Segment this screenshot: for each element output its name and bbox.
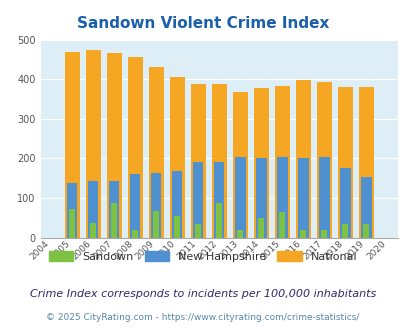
Bar [232,92,247,238]
Bar [318,157,329,238]
Bar [192,162,203,238]
Bar [360,178,371,238]
Bar [256,158,266,238]
Bar [195,224,200,238]
Bar [151,173,161,238]
Bar [300,230,305,238]
Bar [172,171,182,238]
Bar [148,67,163,238]
Bar [316,82,331,238]
Bar [253,88,268,238]
Bar [130,174,140,238]
Bar [213,162,224,238]
Bar [85,50,100,238]
Bar [362,224,369,238]
Bar [341,224,347,238]
Bar [274,86,289,238]
Bar [169,77,184,238]
Bar [339,168,350,238]
Bar [295,80,310,238]
Bar [127,57,143,238]
Bar [153,211,159,238]
Bar [87,181,98,238]
Bar [321,230,326,238]
Text: Crime Index corresponds to incidents per 100,000 inhabitants: Crime Index corresponds to incidents per… [30,289,375,299]
Bar [64,52,79,238]
Bar [337,87,352,238]
Bar [69,209,75,238]
Bar [297,158,308,238]
Bar [358,87,373,238]
Bar [216,203,222,238]
Bar [258,218,264,238]
Bar [107,53,121,238]
Bar [276,157,287,238]
Bar [211,84,226,238]
Bar [174,216,180,238]
Bar [109,181,119,238]
Bar [234,157,245,238]
Bar [132,230,138,238]
Text: © 2025 CityRating.com - https://www.cityrating.com/crime-statistics/: © 2025 CityRating.com - https://www.city… [46,313,359,322]
Bar [111,203,117,238]
Legend: Sandown, New Hampshire, National: Sandown, New Hampshire, National [44,247,361,267]
Bar [190,83,205,238]
Bar [67,183,77,238]
Text: Sandown Violent Crime Index: Sandown Violent Crime Index [77,16,328,31]
Bar [237,230,243,238]
Bar [279,212,285,238]
Bar [90,222,96,238]
